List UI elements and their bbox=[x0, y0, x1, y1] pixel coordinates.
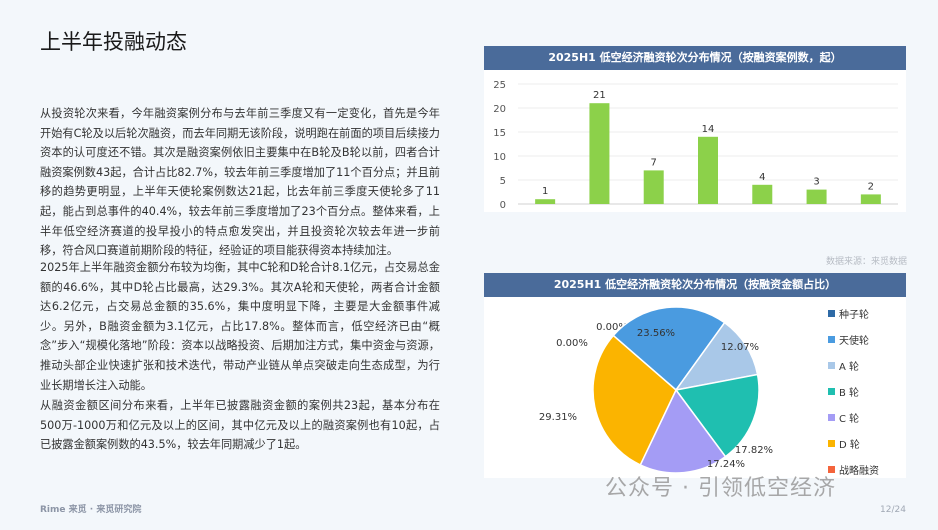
page-number: 12/24 bbox=[880, 505, 906, 515]
bar-chart-title: 2025H1 低空经济融资轮次分布情况（按融资案例数，起） bbox=[484, 46, 906, 70]
pie-data-label: 17.82% bbox=[735, 445, 773, 456]
data-label: 14 bbox=[702, 124, 715, 135]
legend-swatch bbox=[828, 414, 835, 421]
y-tick-label: 15 bbox=[493, 128, 506, 139]
data-label: 2 bbox=[868, 181, 874, 192]
pie-chart-panel: 2025H1 低空经济融资轮次分布情况（按融资金额占比） 0.00% 23.56%… bbox=[484, 273, 906, 478]
pie-data-label: 0.00% bbox=[556, 338, 588, 349]
bar bbox=[643, 170, 664, 204]
pie-slice bbox=[674, 373, 760, 458]
legend-swatch bbox=[828, 466, 835, 473]
y-tick-label: 25 bbox=[493, 80, 506, 91]
legend-label: A 轮 bbox=[839, 362, 860, 373]
bar bbox=[752, 184, 773, 204]
legend-swatch bbox=[828, 440, 835, 447]
bar bbox=[806, 189, 827, 204]
data-source: 数据来源：来觅数据 bbox=[826, 257, 908, 267]
pie-slice bbox=[592, 334, 677, 466]
y-tick-label: 5 bbox=[500, 176, 506, 187]
legend-swatch bbox=[828, 362, 835, 369]
y-tick-label: 0 bbox=[500, 200, 506, 211]
bar-chart-panel: 2025H1 低空经济融资轮次分布情况（按融资案例数，起） 0 5 10 15 20 25… bbox=[484, 46, 906, 225]
pie-slice bbox=[674, 321, 759, 392]
data-label: 4 bbox=[759, 172, 765, 183]
legend-label: 种子轮 bbox=[839, 310, 869, 321]
legend-item: 战略融资 bbox=[828, 462, 879, 477]
bar bbox=[589, 103, 610, 204]
legend-item: 天使轮 bbox=[828, 332, 869, 347]
legend-label: C 轮 bbox=[839, 414, 860, 425]
data-label: 7 bbox=[651, 157, 657, 168]
legend-label: 天使轮 bbox=[839, 336, 869, 347]
pie-data-label: 12.07% bbox=[721, 342, 759, 353]
bar bbox=[698, 136, 718, 204]
data-label: 1 bbox=[542, 186, 548, 197]
legend-item: B 轮 bbox=[828, 384, 859, 399]
pie-slice bbox=[639, 388, 727, 474]
pie-data-label: 0.00% bbox=[596, 322, 628, 333]
data-label: 21 bbox=[593, 90, 606, 101]
legend-label: 战略融资 bbox=[839, 466, 879, 477]
legend-item: C 轮 bbox=[828, 410, 859, 425]
legend-swatch bbox=[828, 336, 835, 343]
pie-data-label: 29.31% bbox=[539, 412, 577, 423]
watermark: 公众号 · 引领低空经济 bbox=[605, 476, 836, 501]
bar bbox=[860, 194, 881, 204]
pie-chart: 0.00% 23.56% 12.07% 17.82% 17.24% 29.31% 0.00% bbox=[539, 306, 773, 474]
legend-label: B 轮 bbox=[839, 388, 860, 399]
footer-brand: Rime 来觅 · 来觅研究院 bbox=[40, 505, 142, 515]
y-tick-label: 20 bbox=[493, 104, 506, 115]
legend-item: A 轮 bbox=[828, 358, 859, 373]
legend-item: 种子轮 bbox=[828, 306, 869, 321]
pie-data-label: 23.56% bbox=[637, 328, 675, 339]
legend-swatch bbox=[828, 388, 835, 395]
paragraph-ranges: 从融资金额区间分布来看，上半年已披露融资金额的案例共23起，基本分布在500万-… bbox=[40, 399, 440, 452]
paragraph-rounds: 从投资轮次来看，今年融资案例分布与去年前三季度又有一定变化，首先是今年开始有C轮… bbox=[40, 107, 440, 258]
paragraph-amounts: 2025年上半年融资金额分布较为均衡，其中C轮和D轮合计8.1亿元，占交易总金额… bbox=[40, 261, 440, 392]
y-tick-label: 10 bbox=[493, 152, 506, 163]
data-label: 3 bbox=[813, 177, 819, 188]
legend-item: D 轮 bbox=[828, 436, 860, 451]
legend-label: D 轮 bbox=[839, 440, 860, 451]
pie-data-label: 17.24% bbox=[707, 459, 745, 470]
pie-chart-title: 2025H1 低空经济融资轮次分布情况（按融资金额占比） bbox=[484, 273, 906, 297]
page-title: 上半年投融动态 bbox=[40, 30, 187, 54]
bar-chart: 05101520251种子轮21天使轮7A 轮14B 轮4C 轮3D 轮2战略融… bbox=[493, 80, 898, 225]
pie-slice bbox=[612, 306, 726, 392]
bar bbox=[535, 199, 556, 204]
legend-swatch bbox=[828, 310, 835, 317]
